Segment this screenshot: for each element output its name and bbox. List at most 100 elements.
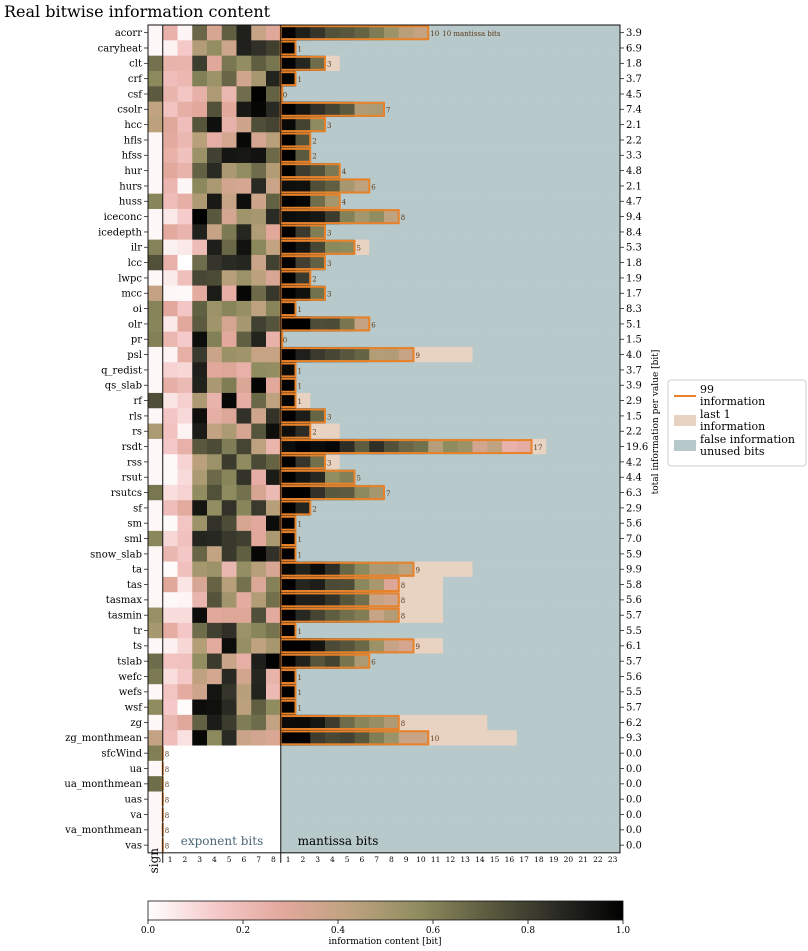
heatmap-cell — [443, 116, 459, 133]
heatmap-cell — [384, 438, 400, 455]
heatmap-cell — [221, 760, 237, 777]
heatmap-cell — [339, 224, 355, 240]
heatmap-cell — [472, 730, 488, 746]
heatmap-cell — [266, 285, 282, 302]
heatmap-cell — [487, 86, 503, 102]
heatmap-cell — [177, 500, 193, 516]
heatmap-cell — [502, 408, 518, 424]
heatmap-cell — [531, 346, 547, 363]
heatmap-cell — [162, 806, 178, 823]
heatmap-cell — [487, 684, 503, 700]
heatmap-cell — [339, 25, 355, 41]
heatmap-cell — [487, 224, 503, 240]
heatmap-cell — [221, 101, 237, 118]
heatmap-cell — [575, 331, 591, 348]
heatmap-cell — [457, 132, 473, 148]
heatmap-cell — [369, 500, 385, 516]
heatmap-cell — [266, 760, 282, 777]
heatmap-cell — [369, 392, 385, 409]
heatmap-cell — [148, 285, 164, 302]
heatmap-cell — [266, 147, 282, 164]
heatmap-cell — [590, 837, 606, 854]
heatmap-cell — [590, 316, 606, 332]
heatmap-cell — [472, 178, 488, 194]
total-information-label: 5.7 — [626, 657, 642, 668]
heatmap-cell — [162, 162, 178, 179]
heatmap-cell — [369, 270, 385, 286]
heatmap-cell — [207, 70, 223, 87]
heatmap-cell — [236, 208, 252, 225]
heatmap-cell — [516, 515, 532, 532]
heatmap-cell — [251, 561, 267, 578]
keepbits-count: 2 — [312, 153, 316, 161]
heatmap-cell — [413, 254, 429, 271]
heatmap-cell — [251, 730, 267, 746]
heatmap-cell — [280, 254, 296, 271]
heatmap-cell — [502, 714, 518, 731]
heatmap-cell — [177, 484, 193, 501]
heatmap-cell — [148, 116, 164, 133]
heatmap-cell — [162, 316, 178, 332]
keepbits-count: 2 — [312, 429, 316, 437]
heatmap-cell — [605, 239, 621, 256]
heatmap-cell — [251, 316, 267, 332]
heatmap-cell — [605, 331, 621, 348]
heatmap-cell — [339, 607, 355, 624]
heatmap-cell — [325, 500, 341, 516]
legend-box — [667, 379, 807, 467]
heatmap-cell — [413, 561, 429, 578]
heatmap-cell — [354, 454, 370, 470]
heatmap-cell — [428, 484, 444, 501]
heatmap-cell — [487, 484, 503, 501]
heatmap-cell — [590, 546, 606, 562]
heatmap-cell — [605, 408, 621, 424]
heatmap-cell — [472, 638, 488, 654]
heatmap-cell — [502, 101, 518, 118]
variable-label: acorr — [115, 28, 142, 39]
heatmap-cell — [457, 561, 473, 578]
heatmap-cell — [443, 408, 459, 424]
keepbits-count: 7 — [386, 490, 390, 498]
heatmap-cell — [575, 300, 591, 317]
heatmap-cell — [266, 806, 282, 823]
heatmap-cell — [177, 791, 193, 808]
heatmap-cell — [590, 178, 606, 194]
heatmap-cell — [575, 316, 591, 332]
heatmap-cell — [413, 162, 429, 179]
heatmap-cell — [384, 392, 400, 409]
heatmap-cell — [443, 622, 459, 639]
heatmap-cell — [561, 86, 577, 102]
heatmap-cell — [148, 40, 164, 56]
heatmap-cell — [443, 668, 459, 685]
heatmap-cell — [590, 592, 606, 608]
heatmap-cell — [310, 638, 326, 654]
heatmap-cell — [310, 684, 326, 700]
heatmap-cell — [561, 132, 577, 148]
heatmap-cell — [236, 300, 252, 317]
heatmap-cell — [339, 806, 355, 823]
heatmap-cell — [590, 745, 606, 762]
heatmap-cell — [546, 515, 562, 532]
heatmap-cell — [472, 684, 488, 700]
heatmap-cell — [266, 638, 282, 654]
heatmap-cell — [162, 469, 178, 486]
heatmap-cell — [177, 162, 193, 179]
heatmap-cell — [236, 239, 252, 256]
heatmap-cell — [472, 546, 488, 562]
heatmap-cell — [428, 270, 444, 286]
heatmap-cell — [384, 515, 400, 532]
total-information-label: 9.9 — [626, 565, 642, 576]
total-information-label: 0.0 — [626, 749, 642, 760]
heatmap-cell — [561, 822, 577, 838]
heatmap-cell — [207, 331, 223, 348]
heatmap-cell — [339, 484, 355, 501]
heatmap-cell — [295, 607, 311, 624]
heatmap-cell — [575, 193, 591, 210]
heatmap-cell — [310, 331, 326, 348]
heatmap-cell — [310, 776, 326, 792]
bit-tick-label: 20 — [564, 855, 574, 864]
variable-label: tslab — [117, 657, 142, 668]
heatmap-cell — [295, 592, 311, 608]
total-information-label: 0.0 — [626, 764, 642, 775]
heatmap-cell — [502, 469, 518, 486]
